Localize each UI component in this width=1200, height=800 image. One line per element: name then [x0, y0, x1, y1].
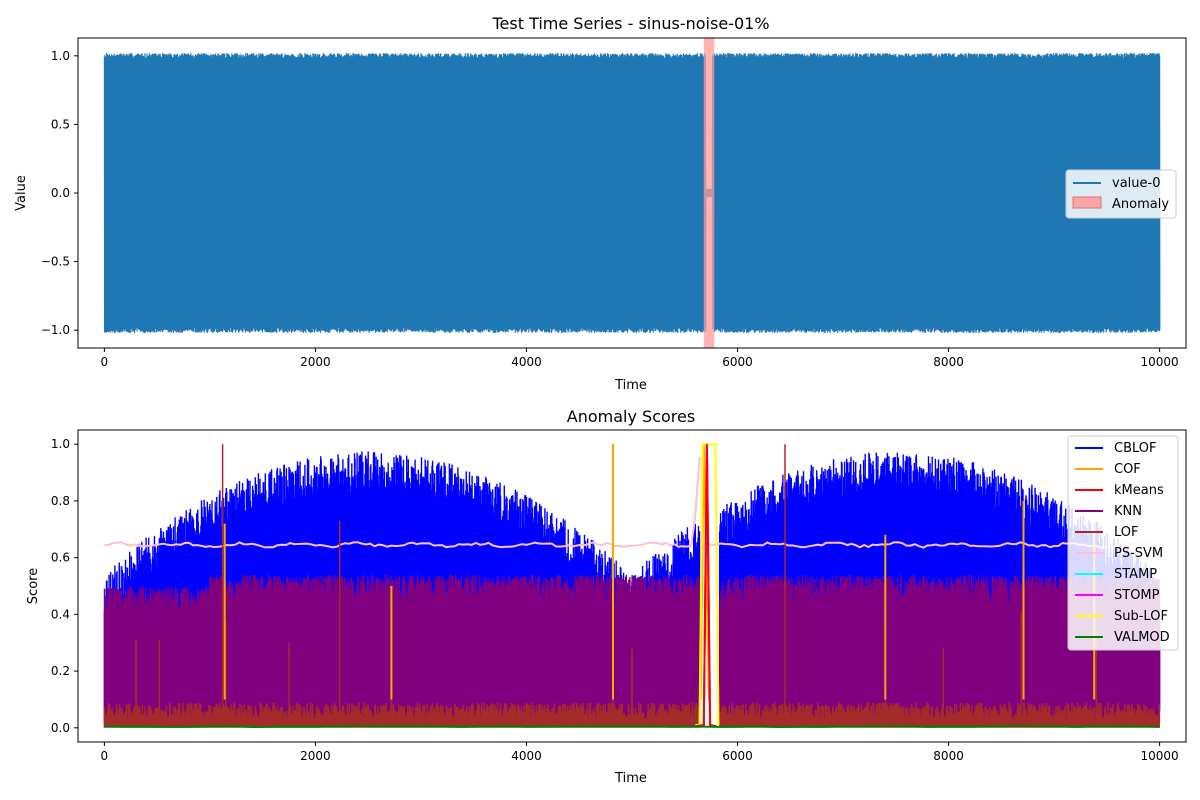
bottom-chart-title: Anomaly Scores: [567, 407, 695, 426]
top-x-tick-label: 6000: [722, 355, 753, 369]
bottom-axes: Anomaly Scores 0 2000 4000 6000 8000 10000 0.…: [26, 407, 1187, 786]
series-line-COF: [223, 444, 1096, 700]
series-line-VALMOD: [104, 724, 1160, 729]
top-y-tick-label: −1.0: [41, 323, 70, 337]
bottom-y-tick-label: 0.8: [51, 494, 70, 508]
top-x-tick-label: 4000: [511, 355, 542, 369]
legend-label-anomaly: Anomaly: [1112, 197, 1169, 212]
legend-label-CBLOF: CBLOF: [1114, 441, 1157, 456]
bottom-legend: CBLOF COF kMeans KNN LOF PS-SVM STAMP STOMP Sub-…: [1067, 435, 1179, 651]
top-y-label: Value: [14, 175, 29, 211]
series-line-value-0: [103, 53, 1161, 333]
bottom-y-tick-label: 0.4: [51, 607, 70, 621]
bottom-x-tick-label: 4000: [511, 749, 542, 763]
top-axes: Test Time Series - sinus-noise-01% 0 2000…: [14, 14, 1187, 393]
top-x-tick-label: 2000: [300, 355, 331, 369]
legend-swatch-anomaly: [1072, 196, 1102, 209]
top-legend: value-0 Anomaly: [1065, 169, 1177, 219]
top-plot-area: [103, 38, 1161, 348]
bottom-x-tick-label: 6000: [722, 749, 753, 763]
legend-label-PS-SVM: PS-SVM: [1114, 546, 1163, 561]
top-y-tick-label: 0.0: [51, 186, 70, 200]
bottom-y-tick-label: 0.6: [51, 551, 70, 565]
bottom-y-ticks: 0.0 0.2 0.4 0.6 0.8 1.0: [51, 437, 78, 735]
top-y-tick-label: −0.5: [41, 255, 70, 269]
series-line-KNN: [103, 574, 1161, 723]
legend-label-KNN: KNN: [1114, 504, 1142, 519]
bottom-y-tick-label: 0.0: [51, 721, 70, 735]
legend-label-Sub-LOF: Sub-LOF: [1114, 609, 1168, 624]
anomaly-region: [703, 38, 715, 348]
series-line-LOF: [103, 444, 1160, 728]
legend-label-LOF: LOF: [1114, 525, 1139, 540]
bottom-y-label: Score: [26, 568, 41, 604]
series-line-kMeans: [695, 444, 717, 728]
legend-label-VALMOD: VALMOD: [1114, 630, 1170, 645]
legend-label-STOMP: STOMP: [1114, 588, 1160, 603]
top-x-label: Time: [614, 378, 647, 393]
legend-label-kMeans: kMeans: [1114, 483, 1164, 498]
top-y-tick-label: 0.5: [51, 117, 70, 131]
bottom-x-tick-label: 10000: [1141, 749, 1179, 763]
bottom-y-tick-label: 0.2: [51, 664, 70, 678]
bottom-x-tick-label: 0: [101, 749, 109, 763]
top-y-tick-label: 1.0: [51, 49, 70, 63]
top-y-ticks: −1.0 −0.5 0.0 0.5 1.0: [41, 49, 78, 337]
bottom-x-label: Time: [614, 771, 647, 786]
bottom-x-ticks: 0 2000 4000 6000 8000 10000: [101, 742, 1179, 763]
series-line-PS-SVM: [104, 457, 1160, 549]
top-x-tick-label: 8000: [933, 355, 964, 369]
bottom-axes-frame: [77, 429, 1187, 743]
top-x-ticks: 0 2000 4000 6000 8000 10000: [101, 348, 1179, 369]
legend-label-STAMP: STAMP: [1114, 567, 1157, 582]
bottom-x-tick-label: 2000: [300, 749, 331, 763]
legend-label-value-0: value-0: [1112, 176, 1160, 191]
legend-label-COF: COF: [1114, 462, 1141, 477]
bottom-y-tick-label: 1.0: [51, 437, 70, 451]
top-x-tick-label: 10000: [1141, 355, 1179, 369]
bottom-plot-area: [103, 443, 1161, 729]
bottom-x-tick-label: 8000: [933, 749, 964, 763]
top-x-tick-label: 0: [101, 355, 109, 369]
top-chart-title: Test Time Series - sinus-noise-01%: [491, 14, 769, 33]
